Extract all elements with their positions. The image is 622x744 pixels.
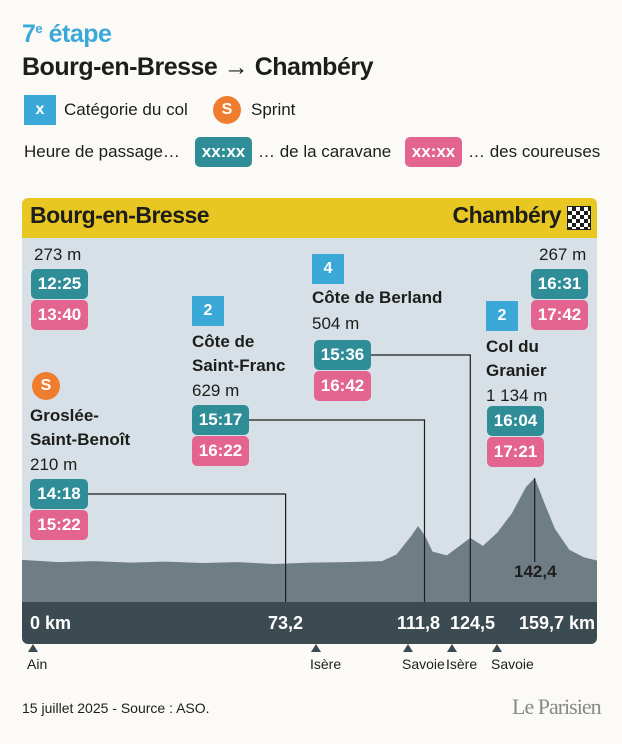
berland-altitude: 504 m [312,314,360,333]
category-legend-icon: x [24,95,56,125]
dept-marker-savoie-2 [492,644,502,652]
saint-franc-leader-line [249,419,426,602]
sprint-icon: S [32,372,60,400]
dept-savoie: Savoie [402,656,445,672]
stage-title: 7e étape [22,20,112,48]
sprint-coureuses-time: 15:22 [30,510,88,540]
finish-coureuses-time: 17:42 [531,300,588,330]
elevation-area [22,478,597,602]
sprint-legend-label: Sprint [251,100,296,119]
berland-category: 4 [312,254,344,284]
granier-caravane-time: 16:04 [487,406,544,436]
dept-marker-isere [311,644,321,652]
finish-caravane-time: 16:31 [531,269,588,299]
dept-isere-2: Isère [446,656,478,672]
berland-leader-line [371,354,471,602]
start-caravane-time: 12:25 [31,269,88,299]
granier-category: 2 [486,301,518,331]
sprint-caravane-time: 14:18 [30,479,88,509]
km-sprint-label: 73,2 [268,613,304,633]
berland-caravane-time: 15:36 [314,340,371,370]
le-parisien-logo: Le Parisien [512,694,602,719]
saint-franc-coureuses-time: 16:22 [192,436,249,466]
passage-legend-label: Heure de passage… [24,142,180,161]
dept-savoie-2: Savoie [491,656,534,672]
saint-franc-caravane-time: 15:17 [192,405,249,435]
caravane-legend-badge: xx:xx [195,137,252,167]
sprint-legend-icon: S [213,96,241,124]
checkered-flag-icon [567,206,591,230]
leader-lines [88,354,536,602]
dept-marker-ain [28,644,38,652]
km-axis-bar: 0 km 73,2 111,8 124,5 159,7 km [22,602,597,644]
dept-isere: Isère [310,656,342,672]
saint-franc-name-line2: Saint-Franc [192,356,286,375]
start-coureuses-time: 13:40 [31,300,88,330]
saint-franc-altitude: 629 m [192,381,240,400]
km-berland-label: 124,5 [450,613,496,633]
finish-altitude: 267 m [539,245,587,264]
start-town: Bourg-en-Bresse [30,202,210,228]
sprint-name-line1: Groslée- [30,406,99,425]
profile-chart-panel: Bourg-en-Bresse Chambéry 273 m 12:25 13:… [22,198,597,644]
km-saint-franc-label: 111,8 [397,613,441,633]
start-altitude: 273 m [34,245,82,264]
granier-coureuses-time: 17:21 [487,437,544,467]
granier-name-line1: Col du [486,337,539,356]
sprint-altitude: 210 m [30,455,78,474]
coureuses-legend-badge: xx:xx [405,137,462,167]
saint-franc-category: 2 [192,296,224,326]
caravane-legend-label: … de la caravane [258,142,392,161]
granier-altitude: 1 134 m [486,386,548,405]
granier-name-line2: Granier [486,361,547,380]
sprint-leader-line [88,493,287,602]
km-start-label: 0 km [30,613,72,633]
saint-franc-name-line1: Côte de [192,332,255,351]
dept-ain: Ain [27,656,48,672]
start-finish-bar: Bourg-en-Bresse Chambéry [22,198,597,238]
dept-marker-savoie [403,644,413,652]
elevation-profile [22,354,597,602]
dept-marker-isere-2 [447,644,457,652]
km-finish-label: 159,7 km [519,613,596,633]
coureuses-legend-label: … des coureuses [468,142,601,161]
granier-km-label: 142,4 [514,562,557,581]
category-legend-label: Catégorie du col [64,100,188,119]
berland-name: Côte de Berland [312,288,443,307]
berland-coureuses-time: 16:42 [314,371,371,401]
finish-town: Chambéry [452,202,562,228]
source-note: 15 juillet 2025 - Source : ASO. [22,700,210,716]
route-title: Bourg-en-Bresse → Chambéry [22,53,373,81]
sprint-name-line2: Saint-Benoît [30,430,131,449]
